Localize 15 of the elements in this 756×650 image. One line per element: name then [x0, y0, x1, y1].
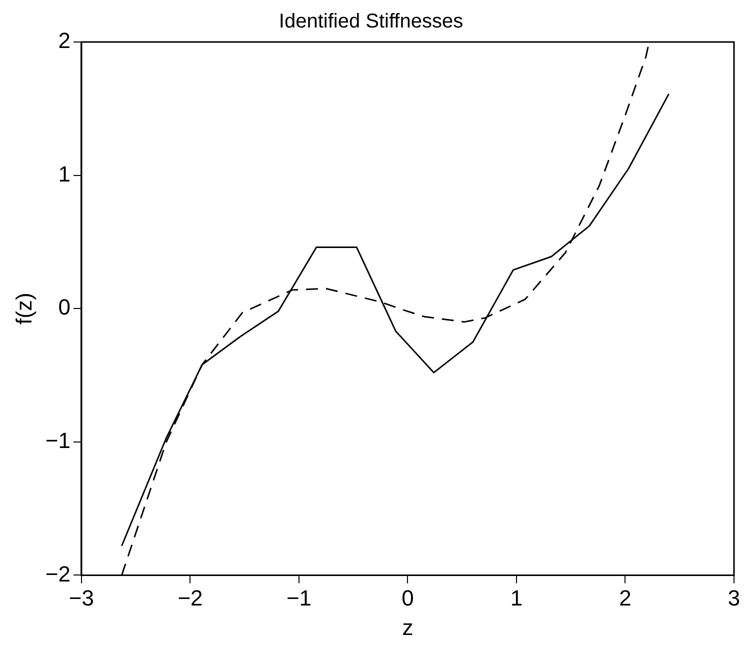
y-tick-label: 0: [58, 294, 70, 320]
y-tick-label: 1: [58, 161, 70, 186]
y-tick-label: −1: [45, 428, 70, 453]
x-tick-label: −3: [68, 585, 94, 610]
x-tick-label: 2: [619, 585, 632, 610]
chart-title: Identified Stiffnesses: [278, 10, 464, 33]
x-tick-label: −1: [286, 585, 312, 610]
x-axis-title: z: [402, 614, 414, 640]
y-tick-label: 2: [58, 28, 70, 54]
x-tick-label: −2: [178, 585, 203, 610]
x-tick-label: 1: [510, 585, 523, 610]
x-tick-label: 3: [728, 585, 740, 610]
y-axis-title: f(z): [11, 292, 36, 324]
x-tick-label: 0: [402, 585, 414, 610]
y-tick-label: −2: [45, 561, 70, 586]
